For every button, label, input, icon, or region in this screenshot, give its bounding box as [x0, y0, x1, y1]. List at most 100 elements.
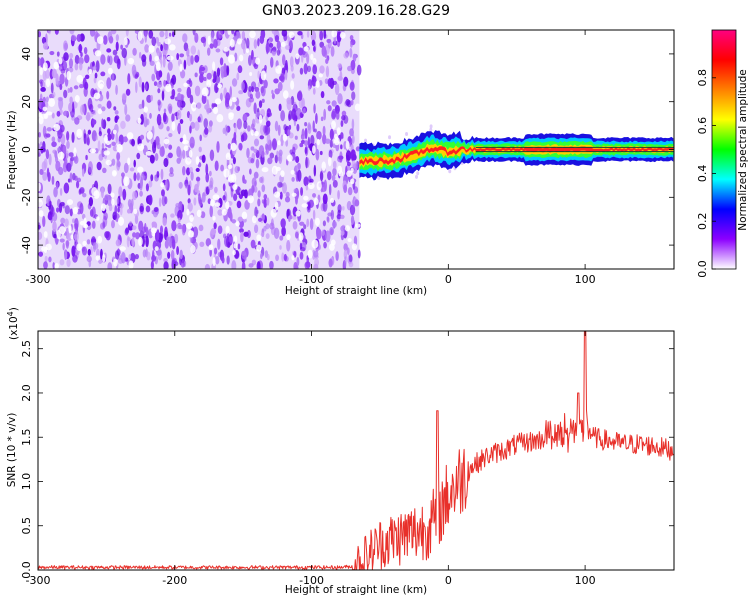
noise-speck: [343, 249, 348, 260]
noise-speck: [161, 189, 165, 197]
noise-speck: [261, 213, 265, 222]
noise-speck: [296, 123, 300, 132]
noise-gap: [256, 234, 262, 242]
noise-speck: [156, 113, 162, 126]
noise-gap: [295, 210, 301, 217]
noise-speck: [198, 224, 204, 232]
noise-speck: [151, 73, 156, 82]
noise-speck: [146, 94, 152, 103]
noise-speck: [303, 140, 309, 147]
noise-speck: [295, 231, 299, 239]
noise-gap: [66, 199, 74, 205]
noise-gap: [123, 37, 128, 46]
noise-speck: [100, 54, 106, 65]
noise-speck: [41, 161, 47, 172]
noise-speck: [194, 54, 200, 63]
noise-speck: [171, 88, 176, 98]
noise-gap: [337, 165, 343, 175]
noise-speck: [64, 249, 68, 261]
noise-speck: [319, 30, 324, 41]
noise-gap: [105, 159, 112, 166]
noise-gap: [316, 181, 322, 191]
noise-speck: [186, 80, 191, 85]
noise-speck: [84, 74, 90, 80]
noise-speck: [217, 30, 223, 39]
noise-speck: [263, 194, 268, 200]
noise-speck: [103, 212, 108, 221]
noise-speck: [325, 230, 331, 243]
ridge-halo-speck: [364, 138, 368, 143]
colorbar-tick-label: 0.8: [696, 69, 709, 87]
noise-speck: [66, 231, 73, 242]
noise-speck: [144, 83, 148, 91]
noise-speck: [211, 102, 214, 110]
noise-gap: [355, 223, 361, 228]
noise-speck: [351, 160, 356, 169]
noise-gap: [310, 53, 314, 60]
spectrogram-x-tick-label: -100: [299, 273, 324, 286]
noise-gap: [94, 50, 102, 57]
noise-speck: [263, 198, 267, 209]
noise-speck: [139, 134, 145, 140]
spectrogram-x-tick-label: -300: [26, 273, 51, 286]
snr-background: [38, 331, 674, 570]
noise-gap: [273, 191, 281, 198]
noise-gap: [100, 203, 106, 212]
noise-speck: [158, 197, 162, 208]
noise-speck: [309, 218, 314, 230]
noise-gap: [97, 80, 105, 89]
noise-speck: [283, 253, 288, 262]
noise-speck: [274, 154, 278, 164]
noise-speck: [349, 204, 356, 216]
noise-gap: [227, 30, 231, 36]
noise-speck: [68, 102, 73, 112]
noise-speck: [296, 107, 302, 120]
noise-speck: [247, 188, 254, 198]
noise-speck: [217, 238, 221, 250]
colorbar-tick-label: 0.4: [696, 165, 709, 183]
noise-speck: [68, 58, 74, 69]
noise-speck: [156, 50, 161, 57]
noise-speck: [279, 191, 283, 200]
noise-speck: [149, 112, 152, 119]
noise-gap: [290, 169, 295, 175]
noise-speck: [297, 169, 302, 182]
noise-gap: [339, 31, 346, 39]
noise-gap: [250, 129, 254, 136]
noise-speck: [306, 30, 310, 38]
noise-gap: [73, 147, 77, 157]
noise-gap: [255, 57, 261, 65]
noise-speck: [238, 90, 244, 95]
noise-speck: [257, 82, 261, 88]
noise-speck: [322, 125, 326, 137]
noise-speck: [132, 190, 138, 201]
noise-speck: [124, 103, 128, 116]
noise-gap: [212, 61, 216, 71]
noise-speck: [301, 135, 306, 140]
noise-speck: [131, 139, 136, 147]
noise-speck: [330, 46, 335, 57]
noise-speck: [305, 184, 309, 191]
noise-gap: [110, 192, 115, 198]
spectrogram-y-tick-label: 40: [20, 47, 33, 61]
noise-gap: [225, 225, 230, 234]
noise-speck: [215, 255, 220, 265]
snr-y-tick-label: 0.5: [20, 517, 33, 535]
noise-gap: [116, 143, 123, 153]
noise-speck: [66, 140, 70, 149]
noise-speck: [194, 121, 200, 131]
noise-speck: [199, 73, 204, 83]
noise-speck: [171, 220, 177, 232]
noise-speck: [241, 250, 247, 260]
noise-gap: [82, 240, 87, 246]
noise-speck: [307, 65, 312, 73]
noise-gap: [235, 221, 240, 227]
noise-speck: [278, 149, 283, 157]
noise-speck: [274, 34, 280, 43]
noise-speck: [128, 221, 133, 227]
noise-gap: [186, 208, 190, 216]
noise-speck: [171, 239, 176, 250]
noise-gap: [227, 174, 235, 183]
noise-speck: [87, 129, 92, 135]
noise-gap: [229, 38, 235, 48]
